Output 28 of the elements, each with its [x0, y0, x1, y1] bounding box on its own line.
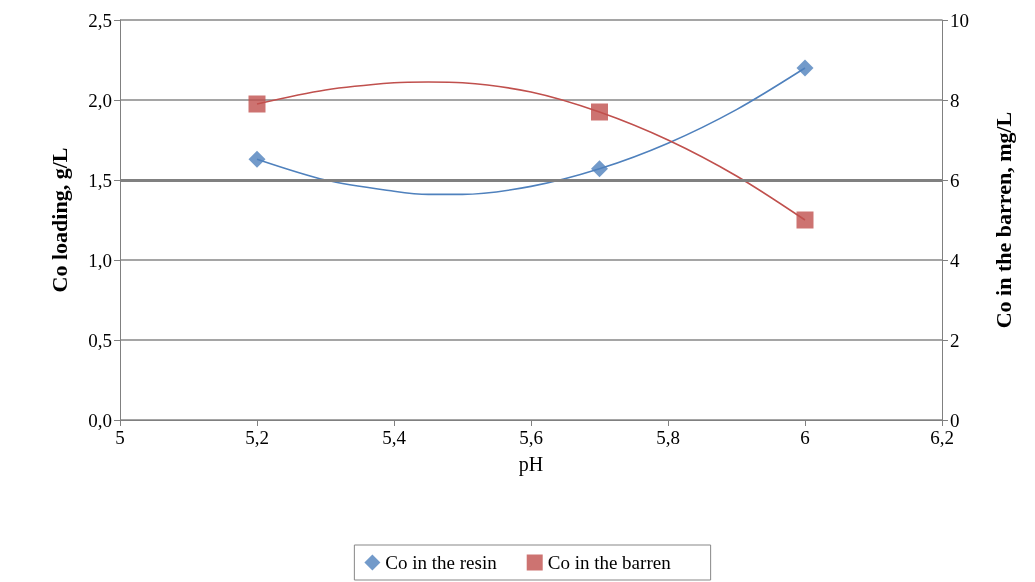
y-tick-label: 2,0 [88, 89, 112, 111]
x-tick-label: 5,4 [382, 427, 407, 448]
y2-tick-label: 6 [950, 169, 960, 191]
point [591, 160, 608, 178]
x-axis-title: pH [518, 453, 544, 476]
x-tick-label: 5 [115, 427, 125, 448]
y2-axis-title: Co in the barren, mg/L [990, 111, 1016, 329]
y2-tick-label: 10 [950, 9, 969, 31]
x-tick-label: 5,2 [245, 427, 269, 448]
y-axis-title: Co loading, g/L [46, 147, 72, 293]
y2-tick-label: 4 [950, 249, 960, 271]
point [248, 95, 266, 113]
point [591, 103, 608, 121]
x-tick-label: 6 [800, 427, 810, 448]
y2-tick-label: 8 [950, 89, 960, 111]
y-tick-label: 0,5 [88, 329, 112, 351]
y-tick-label: 1,5 [88, 169, 112, 191]
x-tick-label: 5,8 [656, 427, 680, 448]
x-tick-label: 5,6 [519, 427, 543, 448]
legend-label: Co in the barren [547, 552, 672, 573]
y2-tick-label: 2 [950, 329, 960, 351]
point [248, 150, 266, 168]
legend-label: Co in the resin [385, 552, 498, 573]
y-tick-label: 2,5 [88, 9, 112, 31]
y-tick-label: 1,0 [88, 249, 112, 271]
y-tick-label: 0,0 [88, 409, 112, 431]
point [796, 211, 814, 229]
point [796, 59, 814, 77]
